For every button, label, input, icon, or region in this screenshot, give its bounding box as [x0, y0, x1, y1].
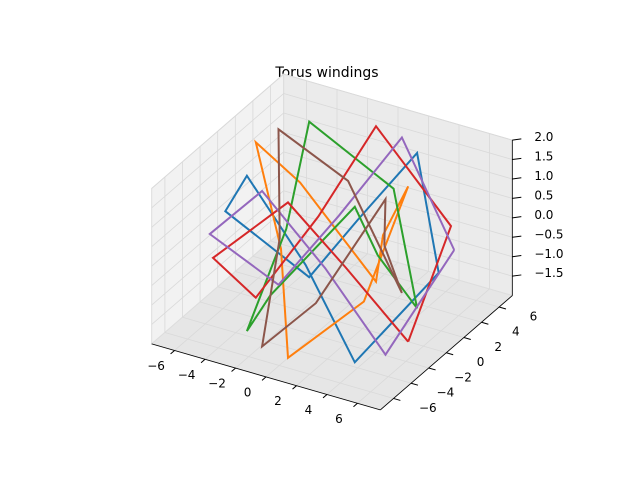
winding-line	[208, 135, 456, 357]
y-tick-label: −6	[419, 401, 437, 415]
tick-mark	[393, 397, 401, 401]
grid-line	[283, 112, 513, 180]
y-tick-label: 0	[477, 355, 485, 369]
grid-line	[151, 112, 284, 228]
tick-mark	[292, 385, 297, 390]
grid-line	[164, 332, 394, 399]
x-axis-line	[151, 343, 381, 411]
winding-line	[260, 127, 403, 349]
y-tick-label: 4	[512, 325, 520, 339]
tick-mark	[428, 367, 436, 371]
grid-line	[151, 209, 284, 325]
tick-mark	[512, 196, 522, 199]
x-tick-label: 2	[274, 394, 282, 408]
z-tick-label: 1.0	[534, 169, 553, 183]
grid-line	[270, 240, 500, 308]
x-tick-label: −6	[147, 359, 165, 373]
tick-mark	[446, 352, 454, 356]
tick-mark	[512, 138, 522, 141]
x-tick-label: −2	[208, 377, 226, 391]
z-tick-label: 2.0	[534, 130, 553, 144]
y-tick-label: −2	[454, 370, 472, 384]
x-tick-label: 4	[305, 403, 313, 417]
x-tick-label: −4	[178, 368, 196, 382]
grid-line	[252, 255, 482, 323]
y-axis-line	[380, 295, 513, 411]
tick-mark	[512, 235, 522, 238]
grid-line	[283, 93, 513, 160]
tick-mark	[512, 274, 522, 277]
tick-mark	[481, 321, 489, 325]
x-tick-label: 0	[244, 385, 252, 399]
grid-line	[283, 132, 513, 199]
grid-line	[283, 73, 513, 141]
y-tick-label: 2	[494, 340, 502, 354]
grid-line	[283, 209, 513, 277]
z-tick-label: 1.5	[534, 150, 553, 164]
x-tick-label: 6	[335, 412, 343, 426]
chart-title: Torus windings	[274, 65, 378, 81]
y-tick-label: −4	[437, 386, 455, 400]
tick-mark	[463, 337, 471, 340]
tick-mark	[170, 350, 175, 355]
grid-line	[199, 301, 429, 369]
tick-mark	[512, 157, 522, 161]
winding-line	[223, 150, 440, 365]
winding-line	[211, 124, 453, 343]
tick-mark	[231, 367, 236, 372]
z-tick-label: −1.5	[534, 266, 563, 280]
tick-mark	[512, 255, 522, 258]
tick-mark	[512, 216, 522, 219]
tick-mark	[498, 306, 507, 310]
grid-line	[151, 190, 284, 306]
tick-mark	[410, 382, 419, 386]
z-tick-label: −1.0	[534, 247, 563, 261]
z-tick-label: 0.5	[534, 188, 553, 202]
grid-line	[151, 93, 284, 209]
grid-line	[283, 190, 513, 258]
y-tick-label: 6	[530, 309, 538, 323]
tick-mark	[200, 358, 206, 364]
z-tick-label: 0.0	[534, 208, 553, 222]
grid-line	[151, 132, 284, 248]
tick-mark	[353, 402, 358, 408]
grid-line	[283, 151, 513, 219]
grid-line	[151, 73, 284, 189]
tick-mark	[261, 376, 267, 381]
tick-mark	[322, 394, 328, 399]
winding-line	[245, 119, 419, 332]
z-tick-label: −0.5	[534, 227, 563, 241]
tick-mark	[512, 177, 522, 180]
